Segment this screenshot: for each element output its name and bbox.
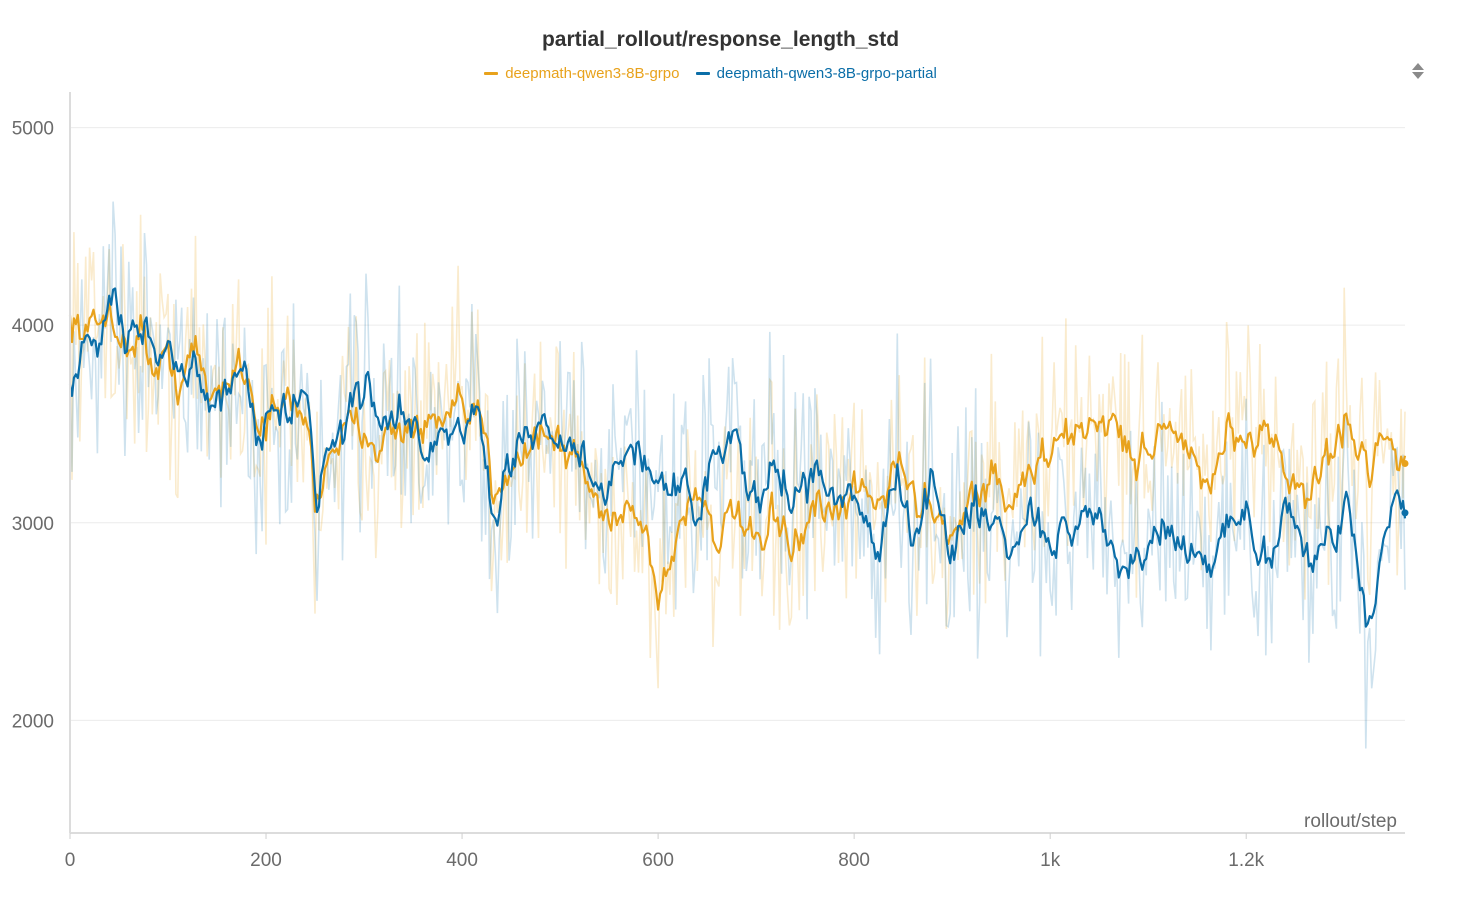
legend-swatch-grpo xyxy=(484,72,499,75)
sort-arrows-icon[interactable] xyxy=(1409,62,1427,82)
sort-down-icon xyxy=(1412,72,1424,79)
x-tick-label-600: 600 xyxy=(642,850,674,871)
x-tick-label-1k: 1k xyxy=(1040,850,1061,871)
y-tick-label-4000: 4000 xyxy=(12,316,54,337)
x-axis-title: rollout/step xyxy=(1304,811,1397,832)
x-tick-label-200: 200 xyxy=(250,850,282,871)
legend-entry-grpo-partial[interactable]: deepmath-qwen3-8B-grpo-partial xyxy=(695,65,937,82)
legend-swatch-grpo-partial xyxy=(695,72,710,75)
y-tick-label-3000: 3000 xyxy=(12,514,54,535)
tick-labels: 2000 3000 4000 5000 0 200 400 600 800 1k 1.2k xyxy=(12,119,1265,871)
legend-label-grpo: deepmath-qwen3-8B-grpo xyxy=(505,65,680,82)
y-tick-label-2000: 2000 xyxy=(12,711,54,732)
x-tick-label-0: 0 xyxy=(65,850,76,871)
x-tick-label-400: 400 xyxy=(446,850,478,871)
raw-series-layer xyxy=(69,201,1406,749)
x-tick-label-1.2k: 1.2k xyxy=(1228,850,1264,871)
chart-title: partial_rollout/response_length_std xyxy=(541,28,900,51)
series-endpoint-grpo xyxy=(1401,459,1409,467)
x-tick-label-800: 800 xyxy=(838,850,870,871)
legend: deepmath-qwen3-8B-grpo deepmath-qwen3-8B… xyxy=(0,62,1421,82)
sort-up-icon xyxy=(1412,63,1424,70)
y-tick-label-5000: 5000 xyxy=(12,119,54,140)
series-endpoint-grpo-partial xyxy=(1401,509,1409,517)
legend-label-grpo-partial: deepmath-qwen3-8B-grpo-partial xyxy=(716,65,937,82)
series-line-grpo-partial[interactable] xyxy=(68,287,1407,628)
axes xyxy=(69,92,1405,834)
series-raw-line-grpo xyxy=(69,214,1406,689)
gridlines xyxy=(70,127,1405,721)
legend-entry-grpo[interactable]: deepmath-qwen3-8B-grpo xyxy=(484,65,679,82)
smoothed-series-layer xyxy=(68,287,1409,628)
